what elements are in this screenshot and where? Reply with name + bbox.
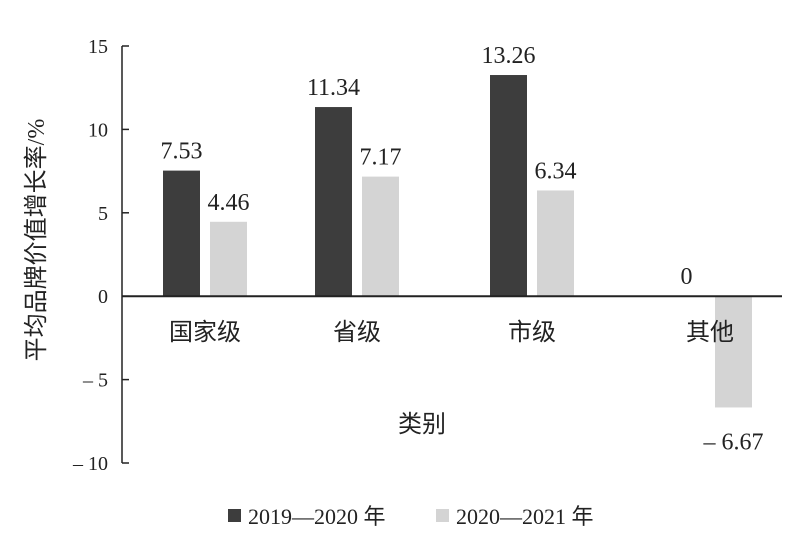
data-labels-group: 7.534.46 11.34 7.17 13.26 6.34 0 – 6.67 [161, 43, 764, 455]
data-label: 6.34 [535, 158, 577, 184]
y-tick-label: 5 [98, 203, 108, 225]
legend-label: 2019—2020 年 [248, 504, 386, 529]
bars-group [163, 75, 752, 408]
bar [715, 296, 752, 408]
y-axis-ticks: 15 10 5 0 – 5 – 10 [72, 36, 129, 475]
data-label: 7.53 [161, 139, 203, 165]
bar [537, 190, 574, 297]
y-tick-label: – 10 [72, 453, 108, 475]
category-label: 省级 [333, 319, 381, 346]
legend-swatch [228, 509, 241, 522]
legend-swatch [436, 509, 449, 522]
y-tick-label: – 5 [82, 370, 108, 392]
bar [315, 107, 352, 297]
x-axis-title: 类别 [398, 411, 446, 438]
bar [490, 75, 527, 297]
y-axis-title: 平均品牌价值增长率/% [23, 119, 50, 362]
data-label: – 6.67 [703, 429, 764, 455]
data-label: 4.46 [208, 190, 250, 216]
category-label: 国家级 [169, 319, 241, 346]
category-label: 市级 [508, 319, 556, 346]
bar [362, 176, 399, 297]
y-tick-label: 15 [88, 36, 108, 58]
data-label: 0 [681, 264, 693, 290]
y-tick-label: 0 [98, 286, 108, 308]
legend-label: 2020—2021 年 [456, 504, 594, 529]
category-labels-group: 国家级 省级 市级 其他 [169, 319, 734, 346]
data-label: 7.17 [360, 145, 402, 171]
category-label: 其他 [686, 319, 734, 346]
bar [210, 221, 247, 297]
y-tick-label: 10 [88, 119, 108, 141]
data-label: 11.34 [307, 75, 360, 101]
bar [163, 170, 200, 297]
data-label: 13.26 [482, 43, 536, 69]
legend: 2019—2020 年 2020—2021 年 [228, 504, 594, 529]
